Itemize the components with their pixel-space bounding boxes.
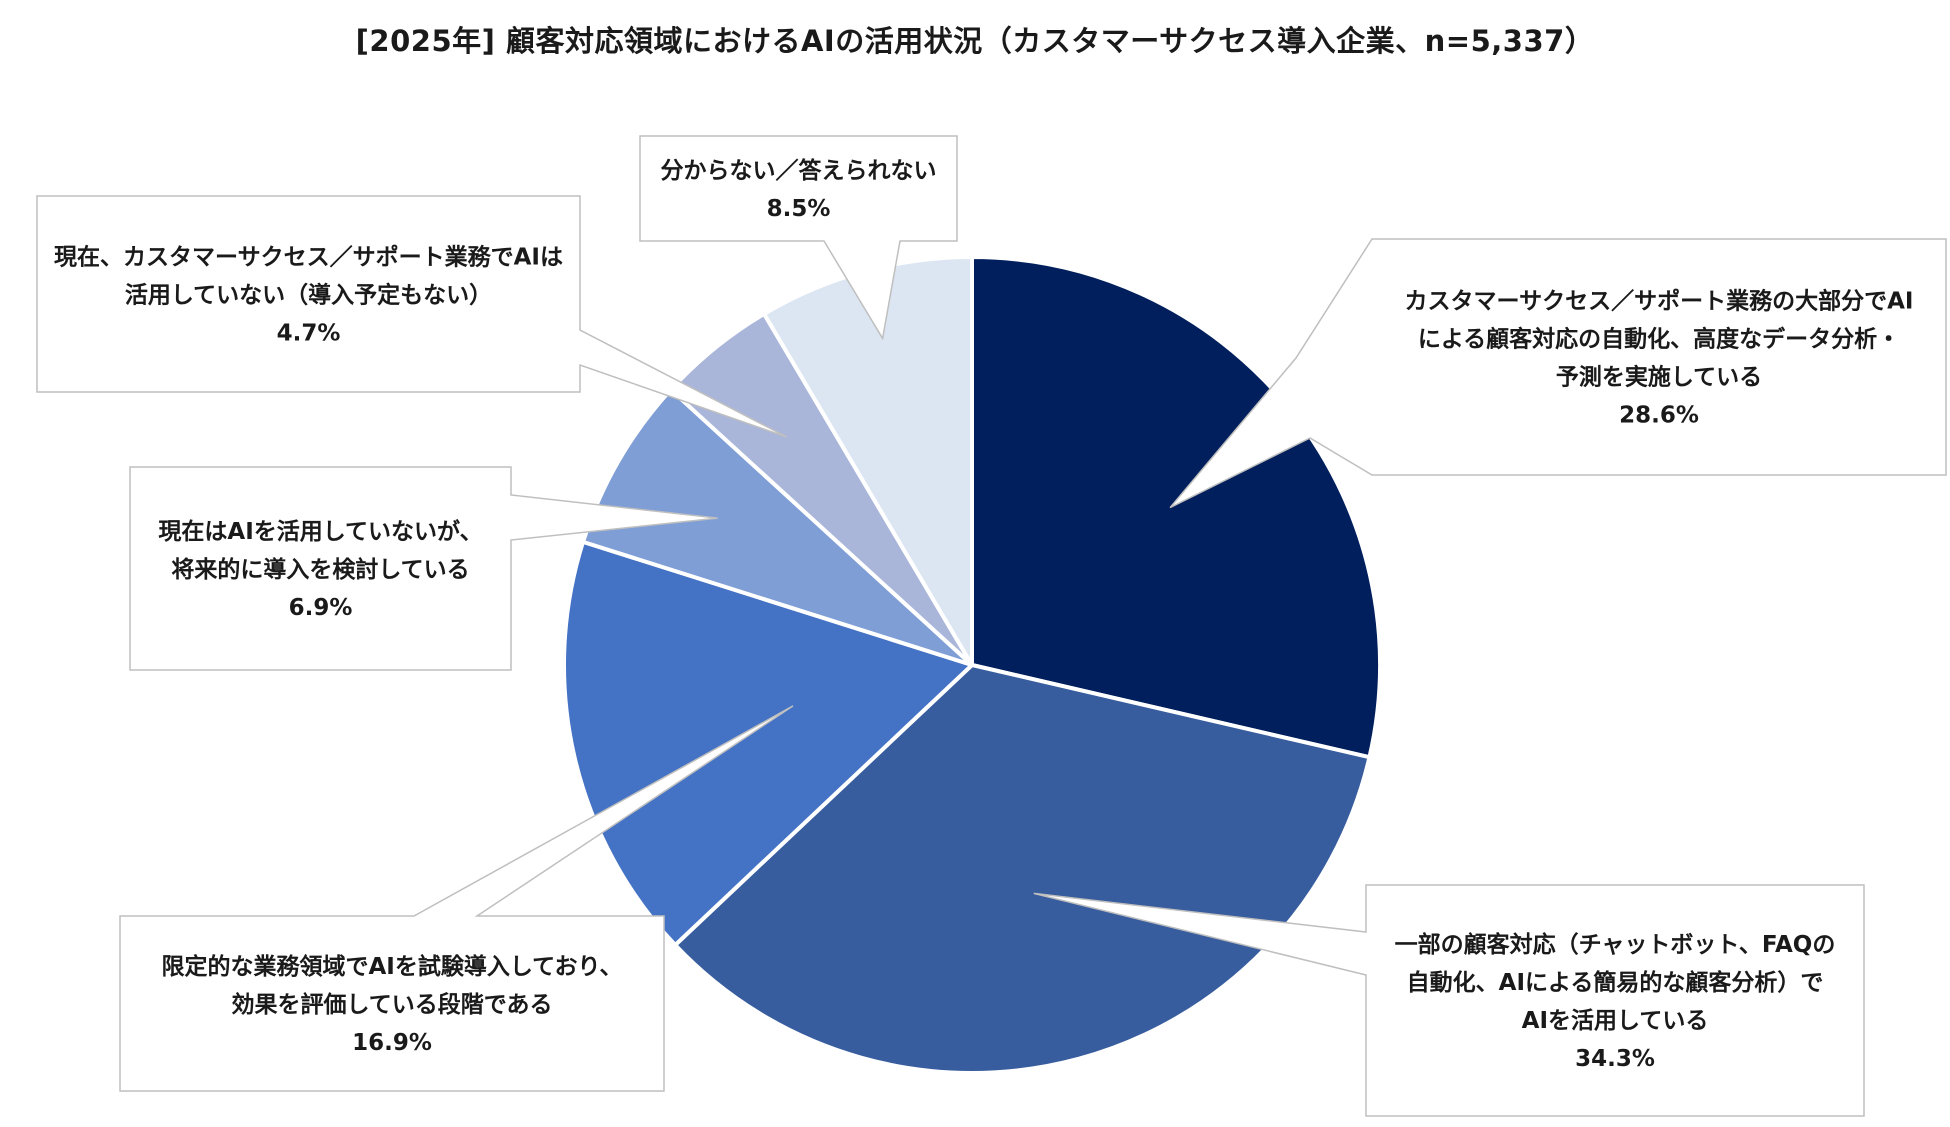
callout-6: 分からない／答えられない 8.5% — [639, 135, 958, 341]
slice-label-1-line-3: 予測を実施している — [1556, 363, 1762, 390]
slice-label-6-line-1: 分からない／答えられない — [661, 157, 937, 184]
slice-label-5-line-2: 活用していない（導入予定もない） — [125, 281, 492, 308]
callout-box-5 — [36, 195, 788, 438]
pie-slice-3 — [562, 539, 974, 947]
pie-slice-2 — [673, 663, 1372, 1076]
pie-slice-4 — [581, 387, 974, 667]
chart-title: [2025年] 顧客対応領域におけるAIの活用状況（カスタマーサクセス導入企業、… — [355, 24, 1595, 58]
slice-value-label-5: 4.7% — [277, 320, 341, 346]
slice-label-2-line-2: 自動化、AIによる簡易的な顧客分析）で — [1407, 969, 1824, 996]
pie-slices — [562, 255, 1382, 1076]
slice-value-label-2: 34.3% — [1575, 1046, 1655, 1072]
slice-value-label-4: 6.9% — [289, 595, 353, 621]
slice-label-5-line-1: 現在、カスタマーサクセス／サポート業務でAIは — [54, 243, 563, 270]
slice-label-2-line-1: 一部の顧客対応（チャットボット、FAQの — [1395, 931, 1836, 958]
slice-value-label-1: 28.6% — [1619, 402, 1699, 428]
slice-label-1-line-1: カスタマーサクセス／サポート業務の大部分でAI — [1405, 287, 1914, 314]
callout-box-6 — [639, 135, 958, 341]
slice-label-1-line-2: による顧客対応の自動化、高度なデータ分析・ — [1418, 325, 1900, 352]
slice-label-3-line-2: 効果を評価している段階である — [231, 991, 552, 1018]
callout-box-1 — [1169, 238, 1947, 509]
slice-label-4-line-2: 将来的に導入を検討している — [171, 556, 469, 583]
callout-box-4 — [129, 466, 718, 671]
slice-label-2-line-3: AIを活用している — [1522, 1008, 1709, 1034]
slice-label-4-line-1: 現在はAIを活用していないが、 — [158, 518, 482, 545]
callout-box-3 — [119, 705, 794, 1092]
callout-4: 現在はAIを活用していないが、将来的に導入を検討している 6.9% — [129, 466, 718, 671]
slice-value-label-3: 16.9% — [352, 1030, 432, 1056]
callout-box-2 — [1033, 884, 1865, 1117]
callout-3: 限定的な業務領域でAIを試験導入しており、効果を評価している段階である 16.9% — [119, 705, 794, 1092]
callout-1: カスタマーサクセス／サポート業務の大部分でAI による顧客対応の自動化、高度なデー… — [1169, 238, 1947, 509]
pie-callouts: カスタマーサクセス／サポート業務の大部分でAI による顧客対応の自動化、高度なデー… — [36, 135, 1947, 1117]
slice-label-3-line-1: 限定的な業務領域でAIを試験導入しており、 — [161, 953, 622, 980]
slice-value-label-6: 8.5% — [767, 196, 831, 222]
